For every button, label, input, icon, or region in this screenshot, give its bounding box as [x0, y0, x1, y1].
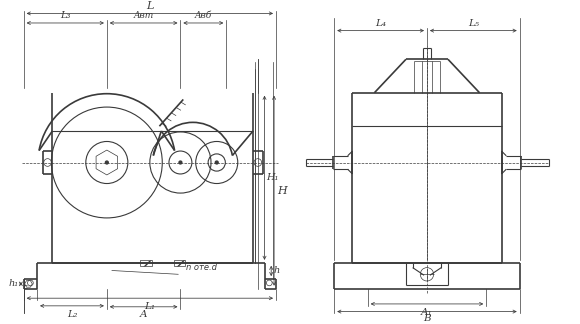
Text: H₁: H₁ [266, 173, 279, 182]
Text: L₁: L₁ [144, 302, 155, 311]
Text: h₁: h₁ [9, 279, 19, 288]
Text: A: A [140, 310, 147, 319]
Circle shape [179, 161, 182, 164]
Text: B: B [423, 315, 431, 323]
Text: L₅: L₅ [468, 19, 479, 28]
Text: Aвт: Aвт [133, 11, 154, 20]
Bar [140, 260, 152, 266]
Bar [174, 260, 185, 266]
Text: L: L [146, 1, 154, 11]
Text: H: H [277, 186, 287, 196]
Text: Aвб: Aвб [195, 11, 212, 20]
Text: h: h [273, 266, 280, 275]
Text: A₁: A₁ [421, 308, 433, 317]
Text: L₄: L₄ [375, 19, 386, 28]
Text: n оте.d: n оте.d [186, 263, 217, 272]
Circle shape [215, 161, 218, 164]
Text: L₂: L₂ [67, 310, 77, 319]
Circle shape [106, 161, 108, 164]
Text: L₃: L₃ [60, 11, 70, 20]
